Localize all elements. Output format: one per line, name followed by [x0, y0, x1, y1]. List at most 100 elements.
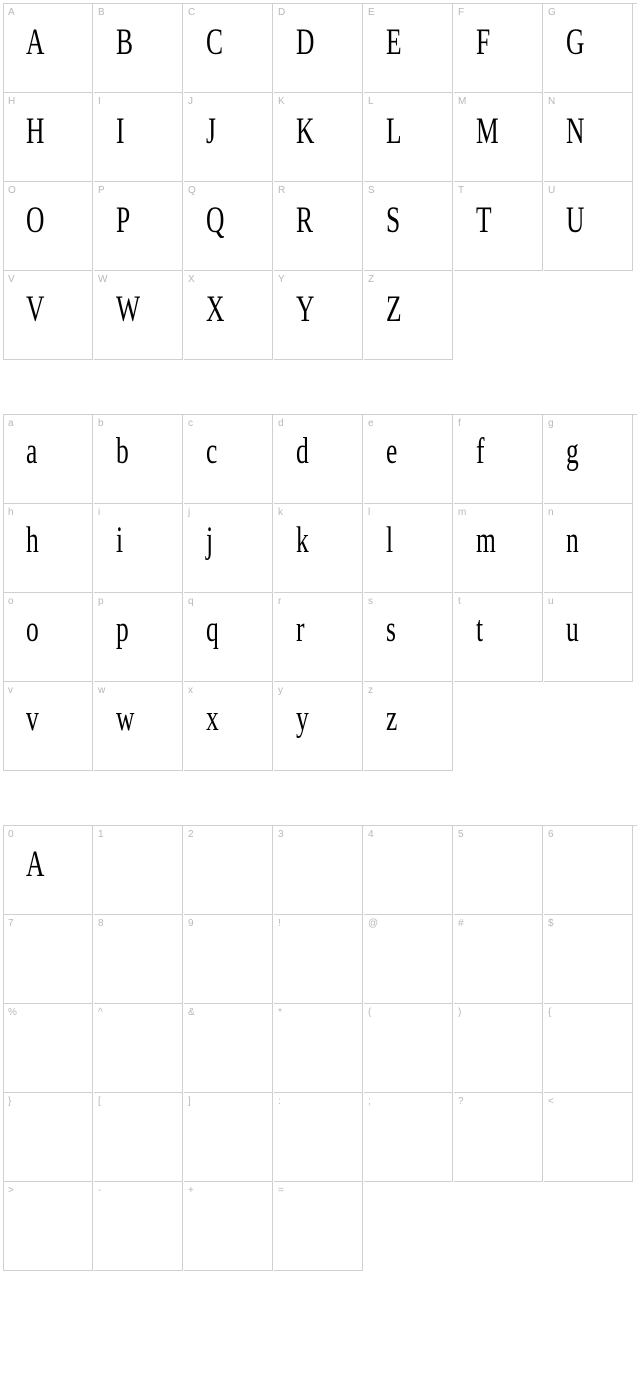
glyph-display: F [476, 22, 489, 64]
key-label: @ [368, 918, 378, 929]
charmap-cell: ii [94, 504, 183, 593]
glyph-display: H [26, 111, 44, 153]
key-label: I [98, 96, 101, 107]
charmap-cell: ww [94, 682, 183, 771]
charmap-cell: mm [454, 504, 543, 593]
charmap-cell: NN [544, 93, 633, 182]
glyph-display: u [566, 609, 578, 651]
key-label: g [548, 418, 554, 429]
charmap-cell: ll [364, 504, 453, 593]
charmap-cell: AA [4, 4, 93, 93]
charmap-cell: JJ [184, 93, 273, 182]
charmap-cell: XX [184, 271, 273, 360]
charmap-cell: * [274, 1004, 363, 1093]
key-label: q [188, 596, 194, 607]
key-label: b [98, 418, 104, 429]
glyph-display: I [116, 111, 124, 153]
glyph-display: z [386, 698, 397, 740]
charmap-cell: @ [364, 915, 453, 1004]
glyph-display: n [566, 520, 578, 562]
key-label: i [98, 507, 100, 518]
key-label: N [548, 96, 555, 107]
glyph-display: R [296, 200, 312, 242]
charmap-cell: ! [274, 915, 363, 1004]
key-label: ) [458, 1007, 461, 1018]
charmap-cell: GG [544, 4, 633, 93]
key-label: X [188, 274, 195, 285]
key-label: Q [188, 185, 196, 196]
glyph-display: J [206, 111, 215, 153]
charmap-cell: vv [4, 682, 93, 771]
key-label: m [458, 507, 466, 518]
charmap-cell: [ [94, 1093, 183, 1182]
charmap-cell: cc [184, 415, 273, 504]
glyph-display: d [296, 431, 308, 473]
glyph-display: w [116, 698, 134, 740]
glyph-display: U [566, 200, 584, 242]
key-label: k [278, 507, 283, 518]
charmap-cell: kk [274, 504, 363, 593]
key-label: z [368, 685, 373, 696]
charmap-cell: + [184, 1182, 273, 1271]
glyph-display: P [116, 200, 129, 242]
glyph-display: M [476, 111, 498, 153]
charmap-cell: 9 [184, 915, 273, 1004]
glyph-display: C [206, 22, 222, 64]
glyph-display: V [26, 289, 44, 331]
charmap-cell: HH [4, 93, 93, 182]
key-label: { [548, 1007, 551, 1018]
charmap-grid-lowercase-last: vvwwxxyyzz [3, 682, 637, 771]
key-label: f [458, 418, 461, 429]
charmap-cell: rr [274, 593, 363, 682]
key-label: R [278, 185, 285, 196]
charmap-cell: 1 [94, 826, 183, 915]
key-label: C [188, 7, 195, 18]
glyph-display: e [386, 431, 397, 473]
charmap-cell: VV [4, 271, 93, 360]
charmap-cell: OO [4, 182, 93, 271]
key-label: S [368, 185, 375, 196]
charmap-cell: MM [454, 93, 543, 182]
charmap-cell: hh [4, 504, 93, 593]
key-label: e [368, 418, 374, 429]
charmap-cell: CC [184, 4, 273, 93]
glyph-display: Y [296, 289, 314, 331]
charmap-cell: ( [364, 1004, 453, 1093]
key-label: y [278, 685, 283, 696]
charmap-cell: } [4, 1093, 93, 1182]
glyph-display: h [26, 520, 38, 562]
charmap-cell: - [94, 1182, 183, 1271]
charmap-cell: LL [364, 93, 453, 182]
charmap-cell: ee [364, 415, 453, 504]
key-label: E [368, 7, 375, 18]
charmap-cell: jj [184, 504, 273, 593]
key-label: Y [278, 274, 285, 285]
key-label: & [188, 1007, 195, 1018]
key-label: 3 [278, 829, 284, 840]
charmap-cell: yy [274, 682, 363, 771]
key-label: * [278, 1007, 282, 1018]
key-label: ( [368, 1007, 371, 1018]
key-label: h [8, 507, 14, 518]
charmap-grid-uppercase-main: AABBCCDDEEFFGGHHIIJJKKLLMMNNOOPPQQRRSSTT… [3, 3, 637, 271]
key-label: 5 [458, 829, 464, 840]
key-label: V [8, 274, 15, 285]
key-label: 6 [548, 829, 554, 840]
charmap-cell: dd [274, 415, 363, 504]
glyph-display: W [116, 289, 139, 331]
key-label: } [8, 1096, 11, 1107]
key-label: l [368, 507, 370, 518]
glyph-display: a [26, 431, 37, 473]
glyph-display: O [26, 200, 44, 242]
charmap-cell: pp [94, 593, 183, 682]
charmap-cell: 4 [364, 826, 453, 915]
key-label: t [458, 596, 461, 607]
charmap-cell: % [4, 1004, 93, 1093]
glyph-display: p [116, 609, 128, 651]
key-label: : [278, 1096, 281, 1107]
glyph-display: o [26, 609, 38, 651]
charmap-cell: 7 [4, 915, 93, 1004]
key-label: $ [548, 918, 554, 929]
glyph-display: k [296, 520, 308, 562]
charmap-cell: ? [454, 1093, 543, 1182]
